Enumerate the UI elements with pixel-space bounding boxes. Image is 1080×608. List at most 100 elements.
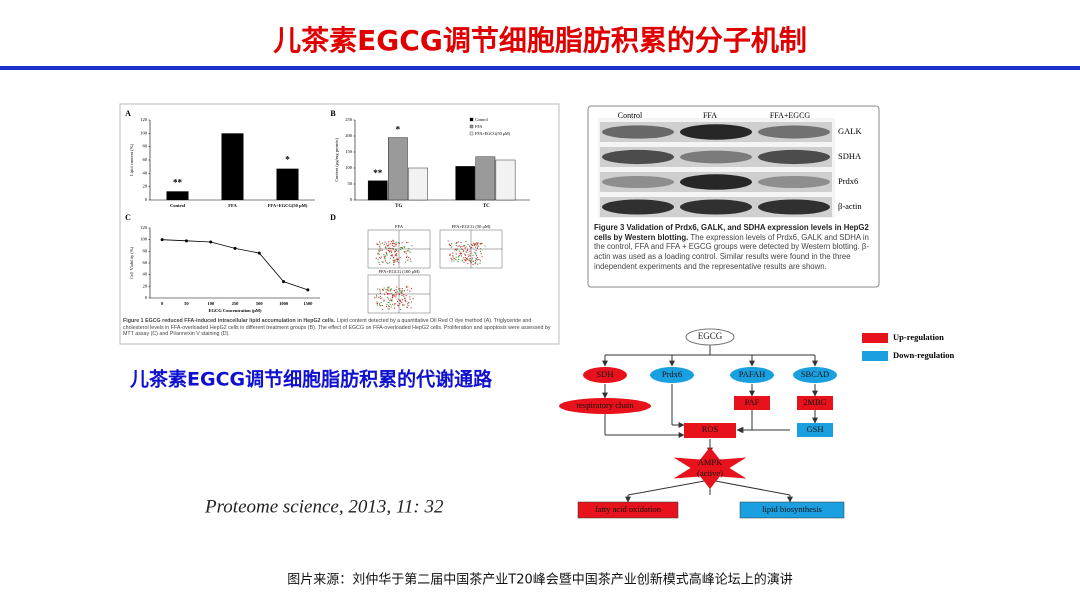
- footer: 图片来源：刘仲华于第二届中国茶产业T20峰会暨中国茶产业创新模式高峰论坛上的演讲: [287, 572, 792, 588]
- y-tick-label: 0: [350, 197, 353, 202]
- bar: [221, 133, 244, 200]
- blot-column: Control: [618, 111, 643, 120]
- flow-dot: [389, 257, 392, 259]
- x-tick-label: 250: [232, 301, 240, 306]
- flow-dot: [395, 245, 397, 247]
- flow-dot: [384, 255, 386, 257]
- flow-dot: [390, 298, 392, 300]
- node-label: respiratory chain: [576, 400, 634, 410]
- y-axis-label: Lipid content (%): [129, 144, 134, 176]
- flow-dot: [390, 247, 392, 249]
- flow-dot: [383, 254, 385, 256]
- flow-dot: [374, 297, 376, 299]
- flow-dot: [396, 300, 399, 303]
- flow-dot: [393, 260, 395, 262]
- flow-dot: [480, 243, 482, 245]
- flow-dot: [381, 304, 384, 307]
- flow-dot: [387, 301, 389, 304]
- subtitle: 儿茶素EGCG调节细胞脂肪积累的代谢通路: [129, 368, 493, 391]
- flow-dot: [476, 247, 478, 249]
- flow-dot: [458, 245, 461, 247]
- flow-dot: [466, 258, 468, 260]
- flow-dot: [407, 241, 409, 243]
- flow-dot: [393, 245, 395, 247]
- flow-dot: [376, 304, 378, 306]
- legend-label: Down-regulation: [893, 350, 955, 360]
- y-tick-label: 120: [140, 117, 148, 122]
- flow-dot: [399, 303, 401, 305]
- flow-dot: [395, 241, 397, 244]
- node-label: SBCAD: [801, 369, 829, 379]
- y-tick-label: 60: [143, 260, 148, 265]
- flow-dot: [385, 247, 387, 249]
- flow-dot: [387, 298, 389, 300]
- flow-dot: [393, 261, 396, 263]
- flow-dot: [459, 246, 462, 248]
- flow-dot: [403, 304, 405, 306]
- flow-dot: [391, 297, 394, 299]
- node-label: SDH: [596, 369, 613, 379]
- flow-dot: [468, 254, 470, 256]
- flow-dot: [465, 246, 467, 248]
- annotation: **: [373, 168, 383, 178]
- flow-dot: [462, 257, 465, 259]
- flow-dot: [474, 263, 476, 265]
- flow-dot: [384, 256, 386, 258]
- flow-dot: [379, 288, 381, 290]
- flow-dot: [471, 243, 473, 246]
- blot-band: [680, 150, 752, 164]
- flow-dot: [475, 249, 477, 252]
- flow-dot: [481, 242, 483, 244]
- flow-dot: [412, 298, 414, 300]
- flow-dot: [383, 300, 385, 302]
- blot-band: [602, 175, 674, 189]
- flow-dot: [394, 307, 396, 309]
- flow-dot: [390, 240, 393, 243]
- flow-dot: [454, 249, 456, 251]
- flow-dot: [383, 243, 385, 245]
- y-tick-label: 20: [143, 283, 148, 288]
- y-tick-label: 50: [348, 181, 353, 186]
- flow-dot: [405, 251, 407, 253]
- flow-dot: [402, 304, 404, 306]
- flow-dot: [458, 255, 460, 257]
- flow-dot: [405, 300, 407, 303]
- flow-dot: [398, 288, 400, 290]
- flow-dot: [377, 252, 379, 254]
- flow-dot: [405, 285, 408, 287]
- flow-dot: [472, 263, 474, 266]
- flow-dot: [475, 255, 478, 257]
- flow-dot: [463, 261, 465, 263]
- x-tick-label: TC: [483, 204, 490, 209]
- caption-bold: Figure 3 Validation of Prdx6, GALK, and …: [594, 223, 869, 242]
- flow-dot: [400, 290, 402, 292]
- flow-dot: [469, 250, 471, 253]
- flow-dot: [460, 252, 463, 254]
- flow-dot: [394, 250, 396, 252]
- flow-dot: [463, 245, 465, 247]
- flow-dot: [460, 255, 463, 257]
- flow-dot: [479, 260, 482, 262]
- flow-dot: [403, 290, 405, 292]
- blot-band: [602, 199, 674, 215]
- flow-dot: [397, 250, 399, 252]
- node: [793, 367, 837, 383]
- flow-dot: [380, 305, 382, 307]
- flow-dot: [380, 301, 382, 304]
- flow-dot: [393, 304, 395, 306]
- x-tick-label: FFA: [228, 203, 237, 208]
- flow-dot: [475, 252, 477, 254]
- flow-dot: [385, 305, 388, 308]
- flow-dot: [461, 246, 463, 248]
- flow-dot: [455, 253, 457, 255]
- x-tick-label: 1500: [303, 301, 313, 306]
- node-label: GSH: [806, 424, 823, 434]
- flow-dot: [467, 255, 470, 257]
- flow-dot: [471, 259, 473, 261]
- flow-dot: [381, 308, 384, 311]
- flow-dot: [382, 288, 384, 290]
- flow-dot: [401, 302, 403, 304]
- title: 儿茶素EGCG调节细胞脂肪积累的分子机制: [273, 24, 807, 57]
- blot-band: [602, 125, 674, 139]
